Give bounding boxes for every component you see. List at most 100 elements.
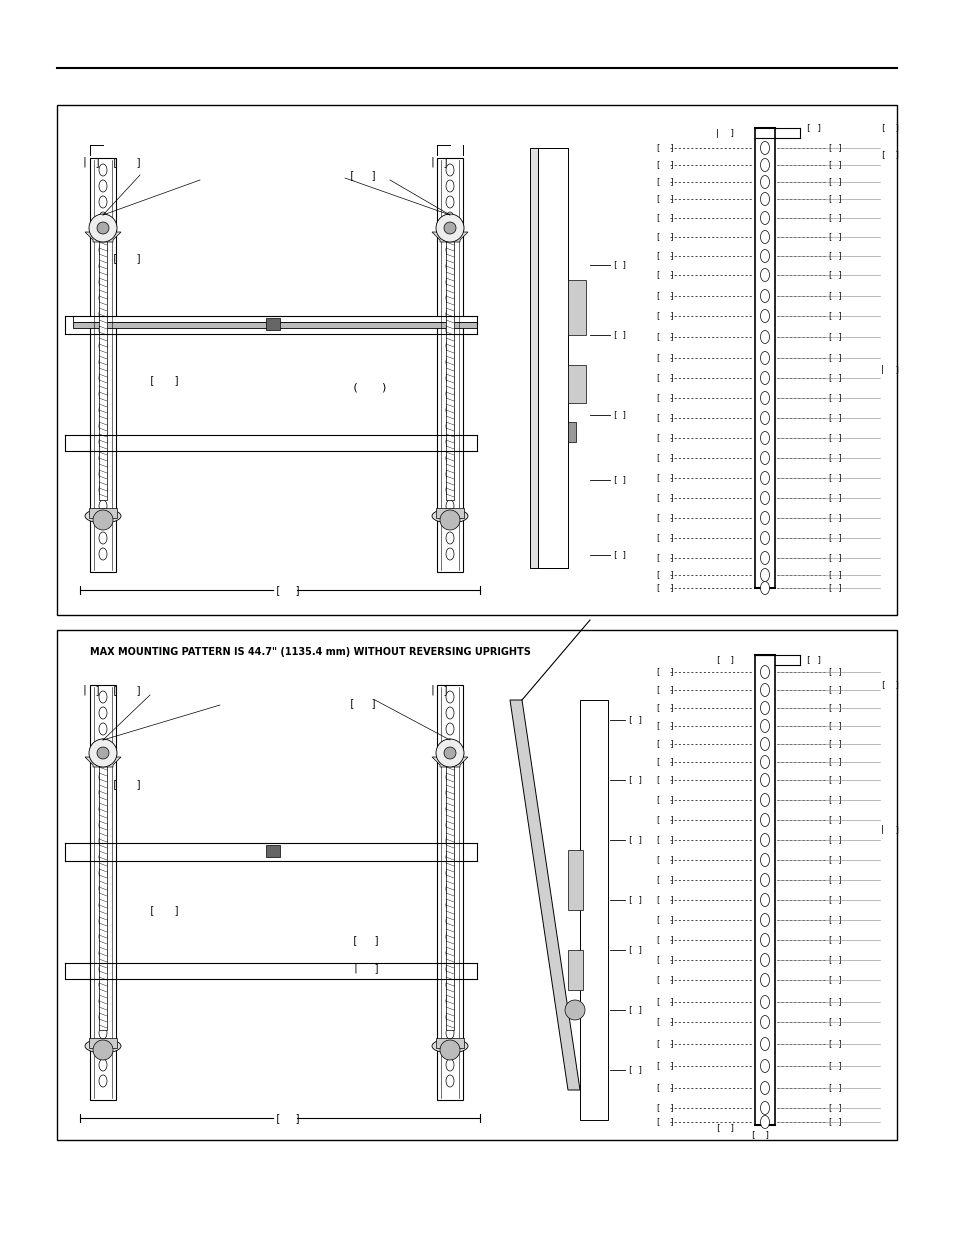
Ellipse shape (760, 249, 769, 263)
Text: ]: ] (669, 1083, 674, 1093)
Text: ]: ] (837, 534, 841, 542)
Text: ]: ] (669, 836, 674, 845)
Ellipse shape (85, 1039, 121, 1053)
Ellipse shape (99, 771, 107, 783)
Text: ]: ] (837, 915, 841, 925)
Ellipse shape (760, 1102, 769, 1114)
Ellipse shape (99, 308, 107, 320)
Circle shape (436, 214, 463, 242)
Circle shape (436, 739, 463, 767)
Ellipse shape (99, 819, 107, 831)
Text: ]: ] (669, 571, 674, 579)
Ellipse shape (446, 1058, 454, 1071)
Text: [: [ (826, 534, 831, 542)
Text: ]: ] (837, 394, 841, 403)
Text: ]: ] (669, 178, 674, 186)
Text: [: [ (112, 779, 118, 789)
Text: ]: ] (837, 998, 841, 1007)
Text: [: [ (626, 836, 631, 845)
Circle shape (97, 747, 109, 760)
Text: [: [ (655, 998, 659, 1007)
Text: ]: ] (837, 757, 841, 767)
Text: [: [ (826, 976, 831, 984)
Text: ]: ] (669, 1040, 674, 1049)
Text: [: [ (112, 157, 118, 167)
Polygon shape (85, 232, 121, 242)
Text: [: [ (655, 976, 659, 984)
Text: ]: ] (837, 895, 841, 904)
Text: [: [ (655, 232, 659, 242)
Ellipse shape (760, 973, 769, 987)
Text: [: [ (655, 553, 659, 562)
Ellipse shape (99, 436, 107, 448)
Text: ]: ] (669, 252, 674, 261)
Ellipse shape (446, 196, 454, 207)
Bar (73, 322, 476, 329)
Text: ]: ] (669, 373, 674, 383)
Text: ]: ] (669, 270, 674, 279)
Text: [: [ (655, 583, 659, 593)
Ellipse shape (446, 516, 454, 529)
Ellipse shape (446, 372, 454, 384)
Ellipse shape (99, 516, 107, 529)
Ellipse shape (760, 582, 769, 594)
Ellipse shape (760, 1060, 769, 1072)
Ellipse shape (760, 511, 769, 525)
Text: ]: ] (729, 128, 734, 137)
Ellipse shape (446, 404, 454, 416)
Ellipse shape (760, 431, 769, 445)
Text: ]: ] (837, 514, 841, 522)
Ellipse shape (760, 568, 769, 582)
Bar (446, 764, 454, 1030)
Text: [: [ (612, 475, 617, 484)
Ellipse shape (760, 211, 769, 225)
Ellipse shape (99, 867, 107, 879)
Ellipse shape (99, 164, 107, 177)
Ellipse shape (99, 275, 107, 288)
Text: [: [ (655, 143, 659, 152)
Ellipse shape (99, 835, 107, 847)
Text: ]: ] (638, 1005, 642, 1014)
Ellipse shape (446, 500, 454, 513)
Ellipse shape (99, 484, 107, 496)
Ellipse shape (99, 995, 107, 1007)
Text: ]: ] (669, 214, 674, 222)
Text: [: [ (655, 1040, 659, 1049)
Text: ]: ] (894, 825, 899, 835)
Text: [: [ (655, 1104, 659, 1113)
Text: [: [ (655, 252, 659, 261)
Text: ]: ] (669, 534, 674, 542)
Ellipse shape (99, 212, 107, 224)
Text: [: [ (655, 1018, 659, 1026)
Text: ]: ] (894, 366, 899, 374)
Ellipse shape (760, 1037, 769, 1051)
Text: ]: ] (837, 583, 841, 593)
Text: ]: ] (669, 514, 674, 522)
Circle shape (89, 214, 117, 242)
Ellipse shape (99, 947, 107, 960)
Text: ]: ] (669, 1104, 674, 1113)
Text: [: [ (655, 721, 659, 730)
Ellipse shape (446, 436, 454, 448)
Text: ]: ] (837, 373, 841, 383)
Circle shape (564, 1000, 584, 1020)
Ellipse shape (99, 228, 107, 240)
Circle shape (97, 222, 109, 233)
Ellipse shape (446, 1074, 454, 1087)
Ellipse shape (760, 683, 769, 697)
Text: [: [ (612, 331, 617, 340)
Text: [: [ (655, 856, 659, 864)
Ellipse shape (760, 814, 769, 826)
Ellipse shape (446, 803, 454, 815)
Text: ]: ] (837, 856, 841, 864)
Text: [: [ (655, 1118, 659, 1126)
Circle shape (439, 510, 459, 530)
Text: ]: ] (669, 143, 674, 152)
Text: [: [ (655, 915, 659, 925)
Ellipse shape (99, 963, 107, 974)
Text: ]: ] (894, 124, 899, 132)
Text: |: | (81, 157, 87, 167)
Ellipse shape (446, 261, 454, 272)
Text: ]: ] (669, 414, 674, 422)
Text: ]: ] (135, 157, 141, 167)
